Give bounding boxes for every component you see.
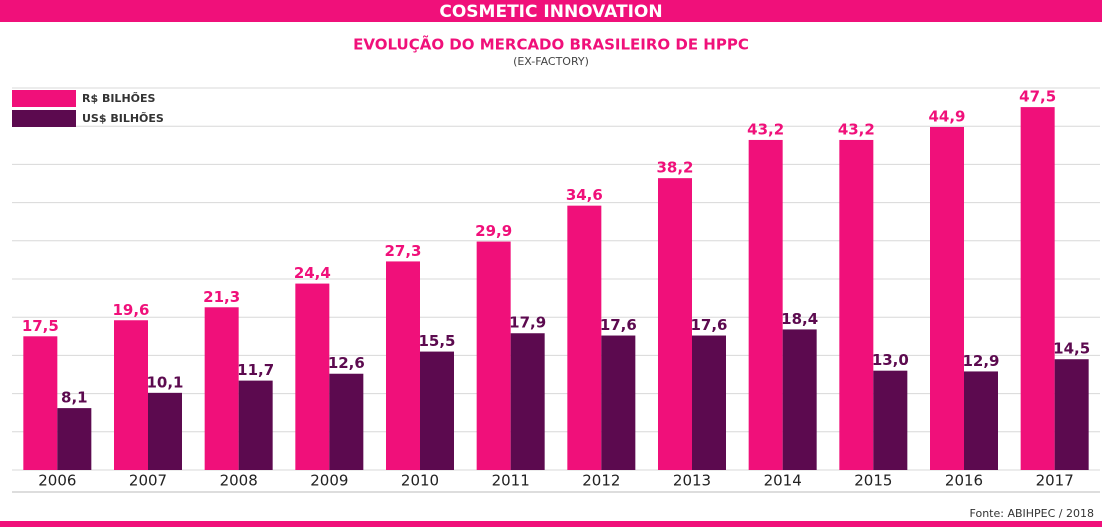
bar [692,335,726,470]
header-title: COSMETIC INNOVATION [439,2,662,22]
value-label: 47,5 [1019,88,1056,106]
x-tick-label: 2010 [401,472,439,490]
value-label: 17,6 [690,316,727,334]
bar [114,320,148,470]
bar [238,380,273,470]
value-label: 27,3 [384,242,421,260]
x-tick-label: 2017 [1036,472,1074,490]
value-label: 24,4 [294,264,331,282]
x-tick-label: 2015 [854,472,892,490]
value-label: 15,5 [418,332,455,350]
bar [782,329,817,470]
bar [295,283,330,470]
value-label: 10,1 [146,373,183,391]
source-note: Fonte: ABIHPEC / 2018 [970,507,1094,520]
value-label: 14,5 [1053,340,1090,358]
value-label: 19,6 [112,301,149,319]
x-tick-label: 2011 [492,472,530,490]
x-tick-label: 2016 [945,472,983,490]
legend-label: US$ BILHÕES [82,112,164,125]
value-label: 21,3 [203,288,240,306]
bar [873,370,908,470]
bar [23,336,58,470]
bar [510,333,545,470]
value-label: 12,9 [962,352,999,370]
chart-subtitle: (EX-FACTORY) [513,55,589,68]
x-tick-label: 2014 [764,472,802,490]
chart-title: EVOLUÇÃO DO MERCADO BRASILEIRO DE HPPC [353,35,749,54]
value-label: 8,1 [61,389,88,407]
legend-swatch [12,90,76,107]
value-label: 11,7 [237,361,274,379]
value-label: 18,4 [781,310,818,328]
value-label: 34,6 [566,186,603,204]
x-tick-label: 2008 [220,472,258,490]
value-label: 17,6 [600,316,637,334]
bar [601,335,636,470]
bar [204,307,239,470]
value-label: 29,9 [475,222,512,240]
bar [420,351,454,470]
value-label: 13,0 [872,351,909,369]
value-label: 38,2 [656,159,693,177]
value-label: 12,6 [328,354,365,372]
value-label: 44,9 [928,107,965,125]
bar [148,392,182,470]
value-label: 43,2 [838,120,875,138]
x-tick-label: 2009 [310,472,348,490]
header-band [0,0,1102,22]
bar [386,261,420,470]
bar [1054,359,1089,470]
value-label: 17,5 [22,317,59,335]
bar [1020,107,1055,470]
legend-swatch [12,110,76,127]
bar [329,373,364,470]
bar [930,126,964,471]
bar [748,139,783,470]
bar [57,408,92,470]
footer-band [0,521,1102,527]
bar [658,178,692,471]
x-tick-label: 2013 [673,472,711,490]
x-tick-label: 2012 [582,472,620,490]
legend-label: R$ BILHÕES [82,92,156,105]
bar [964,371,998,470]
bar [839,139,874,470]
x-tick-label: 2007 [129,472,167,490]
value-label: 43,2 [747,120,784,138]
x-tick-label: 2006 [38,472,76,490]
value-label: 17,9 [509,314,546,332]
bar [476,241,511,470]
bar [567,205,602,470]
